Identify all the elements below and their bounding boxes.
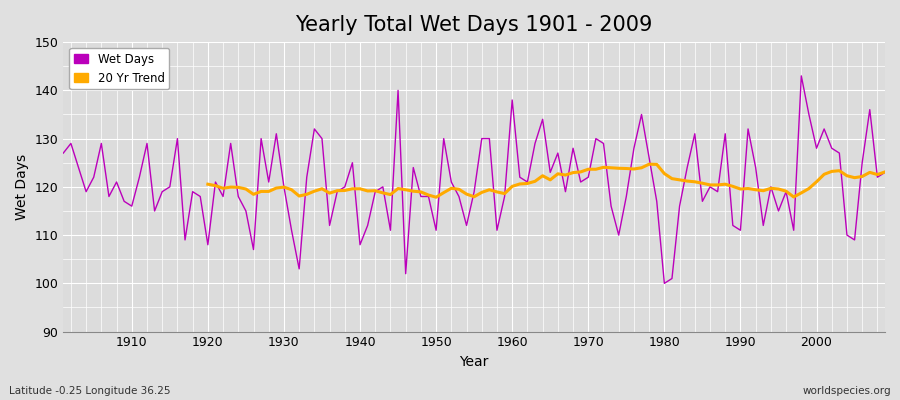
Wet Days	[659, 281, 670, 286]
20 Yr Trend	[879, 170, 890, 174]
Wet Days	[507, 98, 517, 102]
X-axis label: Year: Year	[460, 355, 489, 369]
Wet Days	[58, 151, 68, 156]
Title: Yearly Total Wet Days 1901 - 2009: Yearly Total Wet Days 1901 - 2009	[295, 15, 652, 35]
Wet Days	[332, 189, 343, 194]
Wet Days	[879, 170, 890, 175]
20 Yr Trend	[431, 195, 442, 200]
20 Yr Trend	[780, 189, 791, 194]
20 Yr Trend	[202, 182, 213, 186]
20 Yr Trend	[864, 170, 875, 175]
20 Yr Trend	[796, 190, 806, 195]
Y-axis label: Wet Days: Wet Days	[15, 154, 29, 220]
Text: worldspecies.org: worldspecies.org	[803, 386, 891, 396]
Wet Days	[286, 228, 297, 233]
20 Yr Trend	[408, 189, 418, 194]
Wet Days	[119, 199, 130, 204]
20 Yr Trend	[293, 194, 304, 198]
20 Yr Trend	[689, 179, 700, 184]
20 Yr Trend	[644, 162, 654, 166]
Wet Days	[598, 141, 609, 146]
Legend: Wet Days, 20 Yr Trend: Wet Days, 20 Yr Trend	[69, 48, 169, 89]
Text: Latitude -0.25 Longitude 36.25: Latitude -0.25 Longitude 36.25	[9, 386, 170, 396]
Line: 20 Yr Trend: 20 Yr Trend	[208, 164, 885, 197]
Wet Days	[500, 194, 510, 199]
Wet Days	[796, 74, 806, 78]
Line: Wet Days: Wet Days	[63, 76, 885, 283]
